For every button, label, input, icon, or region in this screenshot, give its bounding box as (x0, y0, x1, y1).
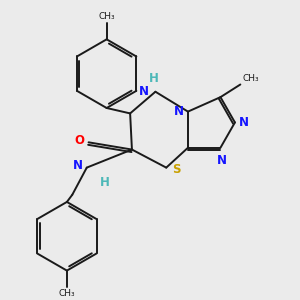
Text: N: N (239, 116, 249, 129)
Text: CH₃: CH₃ (58, 290, 75, 298)
Text: S: S (172, 163, 180, 176)
Text: N: N (139, 85, 149, 98)
Text: CH₃: CH₃ (98, 11, 115, 20)
Text: N: N (217, 154, 227, 167)
Text: H: H (99, 176, 109, 189)
Text: H: H (149, 72, 159, 85)
Text: O: O (74, 134, 84, 147)
Text: CH₃: CH₃ (242, 74, 259, 83)
Text: N: N (72, 159, 82, 172)
Text: N: N (174, 105, 184, 118)
